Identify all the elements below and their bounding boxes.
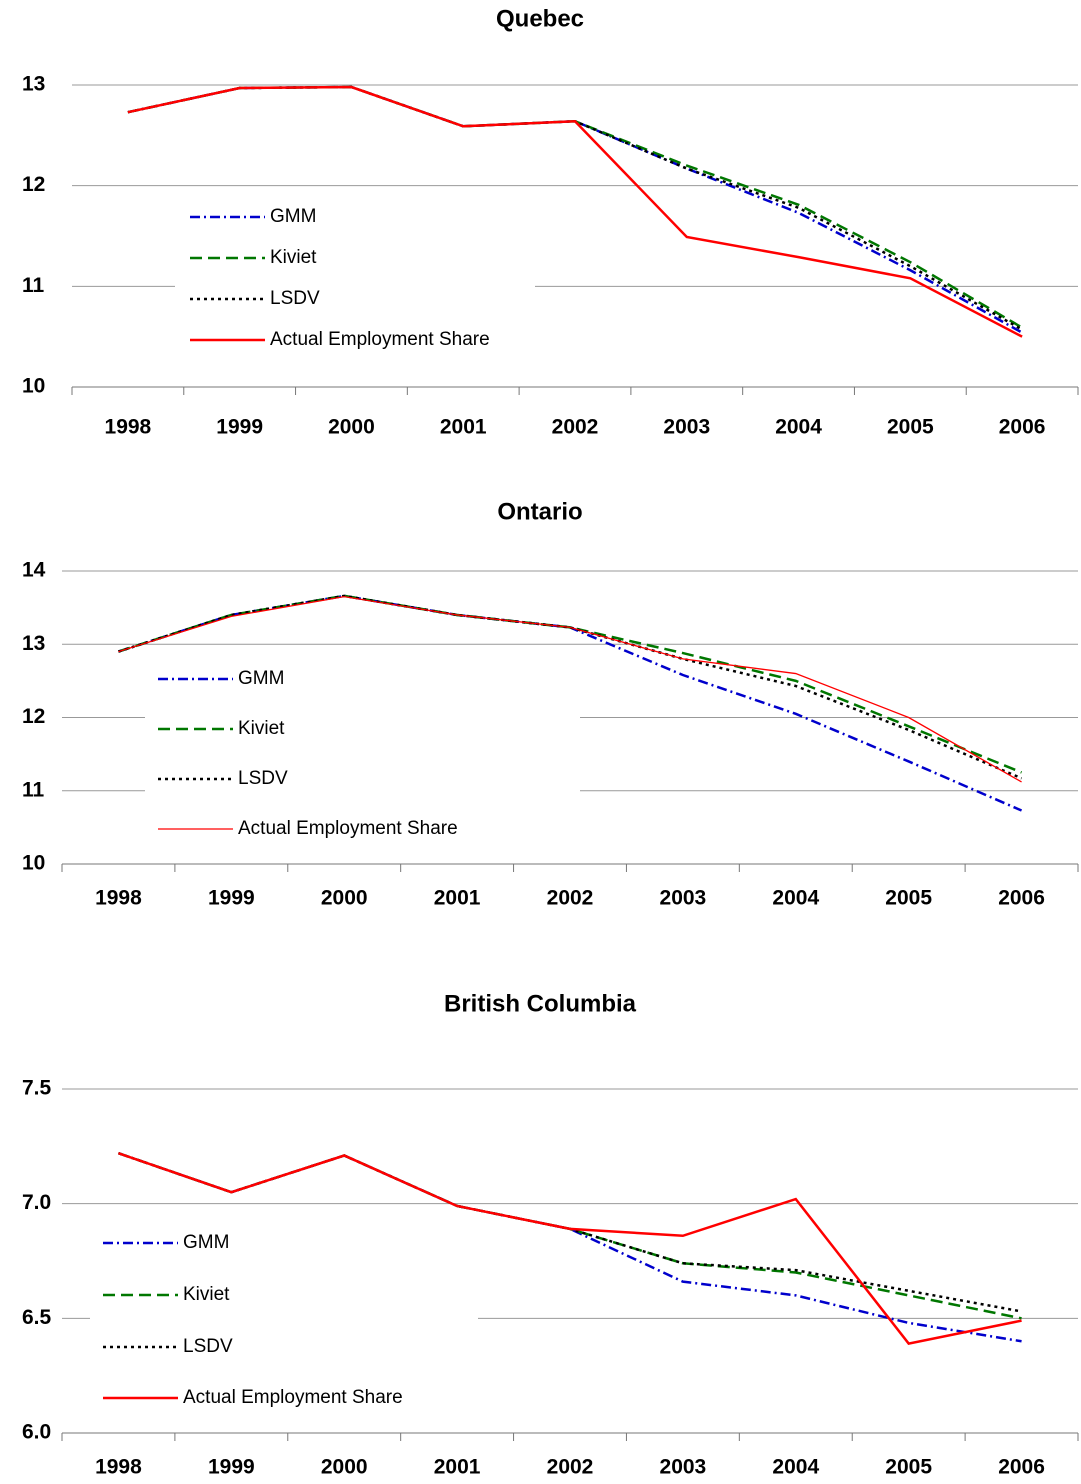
- x-tick-label: 1998: [95, 887, 142, 910]
- series-line: [127, 85, 1023, 338]
- legend-label: LSDV: [238, 768, 288, 789]
- x-tick-label: 2006: [998, 887, 1045, 910]
- series-line: [118, 1152, 1022, 1345]
- x-tick-label: 2003: [663, 416, 710, 439]
- legend-box: [145, 655, 580, 850]
- legend-label: Actual Employment Share: [238, 818, 458, 839]
- x-tick-label: 2001: [434, 887, 481, 910]
- series-line: [118, 595, 1022, 783]
- y-tick-label: 11: [22, 274, 45, 297]
- x-tick-label: 2004: [772, 1456, 819, 1479]
- y-tick-label: 12: [22, 705, 45, 728]
- x-tick-label: 2002: [547, 1456, 594, 1479]
- x-tick-label: 2005: [885, 1456, 932, 1479]
- x-tick-label: 2003: [660, 887, 707, 910]
- y-tick-label: 10: [22, 852, 45, 875]
- y-tick-label: 12: [22, 173, 45, 196]
- legend-label: Actual Employment Share: [270, 329, 490, 350]
- x-tick-label: 2004: [772, 887, 819, 910]
- x-tick-label: 2002: [552, 416, 599, 439]
- x-tick-label: 2005: [885, 887, 932, 910]
- y-tick-label: 10: [22, 375, 45, 398]
- legend-label: GMM: [183, 1232, 229, 1253]
- legend-box: [90, 1220, 478, 1420]
- y-tick-label: 7.0: [22, 1191, 51, 1214]
- legend-label: GMM: [270, 206, 316, 227]
- chart-title: British Columbia: [444, 990, 637, 1017]
- x-tick-label: 2001: [434, 1456, 481, 1479]
- legend-label: Kiviet: [270, 247, 317, 268]
- y-tick-label: 13: [22, 632, 45, 655]
- y-tick-label: 6.0: [22, 1421, 51, 1444]
- legend-label: LSDV: [183, 1336, 233, 1357]
- x-tick-label: 2000: [321, 1456, 368, 1479]
- x-tick-label: 2001: [440, 416, 487, 439]
- series-line: [127, 85, 1023, 334]
- legend-box: [175, 195, 535, 360]
- x-tick-label: 2006: [999, 416, 1046, 439]
- x-tick-label: 2005: [887, 416, 934, 439]
- x-tick-label: 1998: [95, 1456, 142, 1479]
- y-tick-label: 13: [22, 73, 45, 96]
- y-tick-label: 7.5: [22, 1077, 52, 1100]
- chart-title: Ontario: [497, 498, 582, 525]
- x-tick-label: 1999: [208, 887, 255, 910]
- legend-label: Kiviet: [238, 718, 285, 739]
- x-tick-label: 2006: [998, 1456, 1045, 1479]
- series-line: [118, 594, 1023, 780]
- legend-label: Kiviet: [183, 1284, 230, 1305]
- legend-label: Actual Employment Share: [183, 1387, 403, 1408]
- legend-label: LSDV: [270, 288, 320, 309]
- x-tick-label: 2000: [321, 887, 368, 910]
- y-tick-label: 6.5: [22, 1306, 52, 1329]
- y-tick-label: 11: [22, 778, 45, 801]
- x-tick-label: 1998: [105, 416, 152, 439]
- x-tick-label: 1999: [208, 1456, 255, 1479]
- x-tick-label: 2003: [660, 1456, 707, 1479]
- x-tick-label: 2004: [775, 416, 822, 439]
- legend-label: GMM: [238, 668, 284, 689]
- y-tick-label: 14: [22, 559, 46, 582]
- x-tick-label: 2000: [328, 416, 375, 439]
- x-tick-label: 2002: [547, 887, 594, 910]
- x-tick-label: 1999: [216, 416, 263, 439]
- chart-title: Quebec: [496, 5, 584, 32]
